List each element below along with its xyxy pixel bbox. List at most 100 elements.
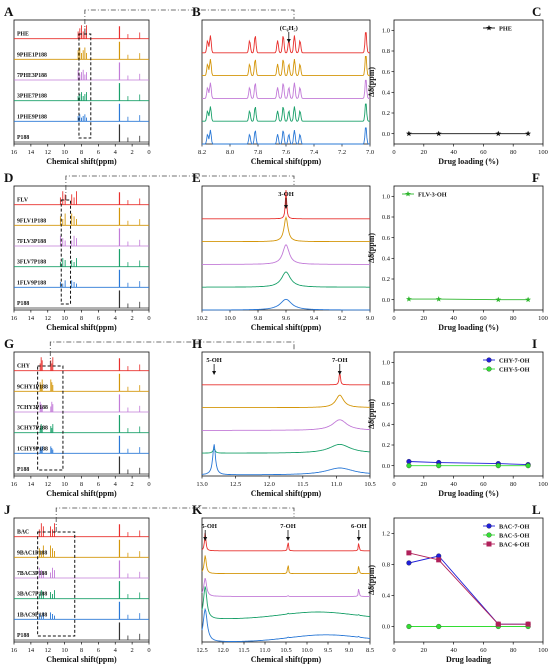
data-marker (406, 560, 412, 566)
x-tick-label: 0 (392, 647, 395, 654)
sample-label: 9BAC1P188 (17, 550, 47, 556)
x-tick-label: 10.2 (196, 315, 207, 322)
data-marker (436, 463, 442, 469)
x-tick-label: 8.5 (366, 647, 374, 654)
x-tick-label: 12.5 (230, 481, 241, 488)
data-marker (436, 623, 442, 630)
sample-label: 3FLV7P188 (17, 260, 46, 266)
zoom-spectrum-trace (201, 586, 371, 620)
x-tick-label: 11.5 (297, 481, 308, 488)
zoom-connector (49, 341, 295, 366)
x-tick-label: 6 (97, 481, 101, 488)
zoom-spectrum-trace (202, 127, 370, 145)
x-tick-label: 100 (538, 149, 548, 156)
zoom-connector (55, 507, 295, 532)
x-tick-label: 80 (510, 647, 517, 654)
x-tick-label: 0 (147, 481, 150, 488)
zoom-spectrum-trace (201, 577, 370, 597)
x-tick-label: 60 (480, 481, 487, 488)
data-marker (406, 296, 412, 302)
x-tick-label: 9.6 (282, 315, 291, 322)
panel-letter: L (532, 502, 541, 517)
x-tick-label: 12.5 (196, 647, 207, 654)
legend-label: BAC-5-OH (499, 532, 530, 539)
stacked-spectra-panel: A 16 14 12 10 8 6 4 2 0 Chemical shift(ppm) PHE 9PHE… (4, 4, 295, 166)
zoom-region-box (37, 531, 76, 637)
data-marker (486, 366, 492, 372)
x-tick-label: 2 (131, 315, 134, 322)
x-axis-label: Drug loading (%) (438, 157, 499, 166)
panel-letter: J (4, 502, 11, 517)
sample-label: P188 (17, 135, 29, 141)
sample-label: CHY (17, 364, 31, 370)
x-tick-label: 14 (28, 315, 35, 322)
zoom-region-box (60, 199, 72, 305)
y-tick-label: 0.4 (382, 422, 391, 429)
zoom-spectrum-trace (202, 372, 370, 386)
panel-letter: H (192, 336, 202, 351)
peak-annotation: 5-OH (201, 523, 217, 530)
x-tick-label: 60 (480, 315, 487, 322)
y-tick-label: 0.6 (382, 401, 391, 408)
sample-label: 1PHE9P188 (17, 114, 47, 120)
zoom-connector (84, 9, 295, 34)
sample-label: 1BAC9P188 (17, 612, 47, 618)
x-tick-label: 60 (480, 149, 487, 156)
data-marker (406, 463, 412, 469)
data-marker (495, 463, 501, 469)
zoom-spectrum-trace (202, 419, 370, 431)
x-tick-label: 7.8 (254, 149, 262, 156)
panel-letter: D (4, 170, 13, 185)
annotation-arrowhead (356, 537, 361, 541)
zoom-spectrum-trace (202, 271, 370, 288)
x-axis-label: Chemical shift(ppm) (46, 489, 117, 498)
x-tick-label: 20 (421, 647, 428, 654)
x-tick-label: 0 (147, 315, 150, 322)
data-marker (436, 557, 442, 563)
sample-label: 1CHY9P188 (17, 446, 48, 452)
legend-label: PHE (499, 25, 512, 32)
x-tick-label: 4 (114, 149, 118, 156)
annotation-arrowhead (337, 371, 342, 375)
x-tick-label: 16 (11, 149, 18, 156)
x-tick-label: 8.2 (198, 149, 206, 156)
zoom-spectra-panel: E 10.2 10.0 9.8 9.6 9.4 9.2 9.0 Chemical shift(p… (192, 170, 374, 332)
sample-label: 3CHY7P188 (17, 426, 48, 432)
x-tick-label: 100 (538, 481, 548, 488)
x-tick-label: 16 (11, 481, 18, 488)
x-tick-label: 11.0 (259, 647, 270, 654)
annotation-arrowhead (286, 39, 291, 43)
line-plot-panel: I 0 20 40 60 80 100 0.0 0.2 0.4 0.6 0.8 1.0 Drug load… (367, 336, 548, 498)
x-tick-label: 8 (80, 149, 83, 156)
data-marker (405, 191, 411, 197)
zoom-spectrum-trace (201, 555, 370, 575)
panel-letter: I (532, 336, 537, 351)
zoom-spectrum-trace (202, 215, 370, 243)
x-axis-label: Chemical shift(ppm) (46, 655, 117, 664)
data-marker (525, 296, 531, 303)
zoom-connector (65, 175, 295, 200)
peak-annotation: (C₆H₅) (280, 25, 298, 32)
x-tick-label: 0 (147, 149, 150, 156)
x-tick-label: 9.2 (338, 315, 346, 322)
y-tick-label: 0.0 (382, 297, 390, 304)
x-tick-label: 0 (392, 481, 395, 488)
y-tick-label: 0.0 (382, 131, 390, 138)
x-tick-label: 2 (131, 149, 134, 156)
y-tick-label: 0.6 (382, 235, 391, 242)
sample-label: 1FLV9P188 (17, 280, 46, 286)
sample-label: PHE (17, 32, 29, 38)
x-tick-label: 7.4 (310, 149, 319, 156)
zoom-spectrum-trace (202, 394, 370, 409)
x-tick-label: 40 (450, 481, 457, 488)
stacked-spectra-panel: D 16 14 12 10 8 6 4 2 0 Chemical shift(ppm) FLV 9FLV… (4, 170, 295, 332)
legend-label: CHY-5-OH (499, 366, 530, 373)
peak-annotation: 7-OH (280, 523, 296, 530)
x-tick-label: 10 (61, 149, 68, 156)
sample-label: 7CHY3P188 (17, 405, 48, 411)
x-tick-label: 20 (421, 315, 428, 322)
x-tick-label: 8 (80, 315, 83, 322)
y-axis-label: Δδ(ppm) (367, 233, 376, 263)
axes-frame (393, 19, 544, 145)
zoom-spectrum-trace (202, 56, 370, 77)
